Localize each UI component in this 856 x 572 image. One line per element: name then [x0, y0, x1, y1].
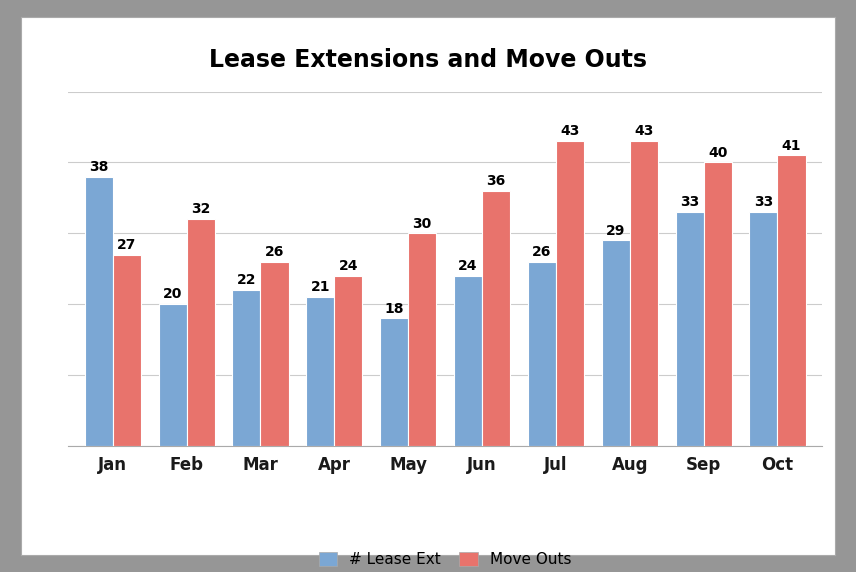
Bar [233, 290, 260, 446]
Bar [528, 262, 556, 446]
Text: 24: 24 [339, 259, 358, 273]
Bar [777, 156, 805, 446]
Text: 40: 40 [708, 146, 728, 160]
Text: 30: 30 [413, 217, 431, 231]
Bar [630, 141, 657, 446]
Bar [482, 191, 510, 446]
Bar [556, 141, 584, 446]
Bar [187, 219, 215, 446]
Text: 26: 26 [265, 245, 284, 259]
Text: 32: 32 [191, 202, 211, 216]
Text: 26: 26 [532, 245, 551, 259]
Text: 38: 38 [89, 160, 109, 174]
Bar [113, 255, 141, 446]
Text: Lease Extensions and Move Outs: Lease Extensions and Move Outs [209, 48, 647, 72]
Bar [260, 262, 288, 446]
Text: 18: 18 [384, 301, 404, 316]
Bar [306, 297, 335, 446]
Bar [85, 177, 113, 446]
Bar [158, 304, 187, 446]
Text: 33: 33 [680, 195, 699, 209]
Bar [749, 212, 777, 446]
Bar [602, 240, 630, 446]
Text: 43: 43 [560, 124, 580, 138]
Text: 43: 43 [634, 124, 653, 138]
Bar [675, 212, 704, 446]
Bar [704, 162, 732, 446]
Bar [408, 233, 437, 446]
Bar [454, 276, 482, 446]
Legend: # Lease Ext, Move Outs: # Lease Ext, Move Outs [312, 546, 578, 572]
Text: 33: 33 [754, 195, 773, 209]
Bar [380, 319, 408, 446]
Text: 24: 24 [458, 259, 478, 273]
Bar [335, 276, 362, 446]
Text: 20: 20 [163, 288, 182, 301]
Text: 36: 36 [486, 174, 506, 188]
Text: 21: 21 [311, 280, 330, 295]
Text: 41: 41 [782, 138, 801, 153]
Text: 29: 29 [606, 224, 626, 237]
Text: 22: 22 [237, 273, 256, 287]
Text: 27: 27 [117, 238, 136, 252]
